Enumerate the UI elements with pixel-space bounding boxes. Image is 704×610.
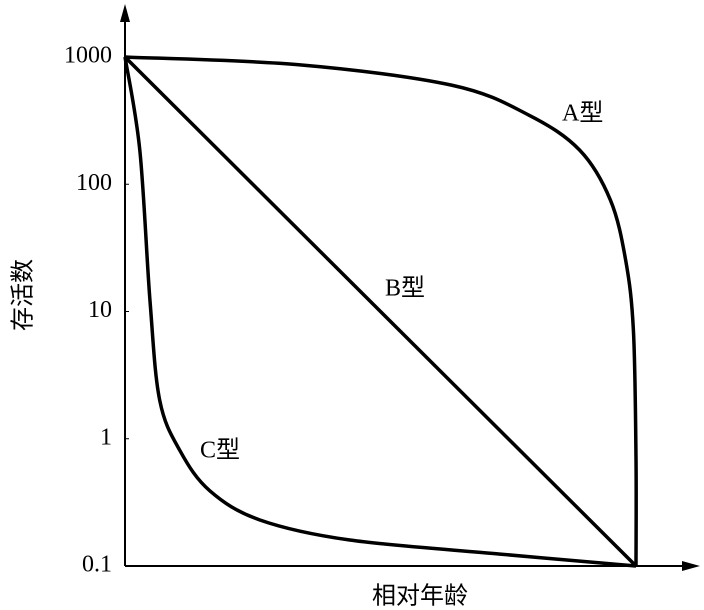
y-axis-label: 存活数 bbox=[10, 259, 37, 331]
x-axis-label: 相对年龄 bbox=[372, 583, 468, 610]
y-tick-label: 1000 bbox=[64, 43, 112, 69]
survival-curve bbox=[123, 55, 638, 568]
x-axis-arrow bbox=[682, 561, 700, 571]
curve-label: B型 bbox=[385, 275, 425, 302]
y-axis-arrow bbox=[120, 4, 130, 22]
y-tick-label: 10 bbox=[88, 297, 112, 323]
y-tick-label: 1 bbox=[100, 424, 112, 450]
y-tick-label: 100 bbox=[76, 170, 112, 196]
survival-curve bbox=[123, 56, 637, 568]
curve-label: A型 bbox=[562, 100, 603, 127]
curve-label: C型 bbox=[200, 437, 240, 464]
y-tick-label: 0.1 bbox=[82, 552, 112, 578]
survival-curve bbox=[124, 55, 638, 567]
